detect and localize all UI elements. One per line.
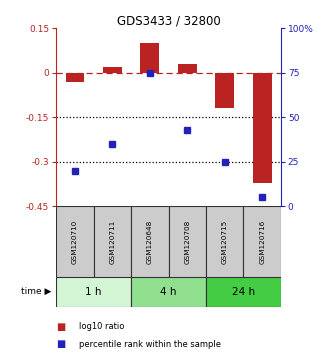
Text: GSM120716: GSM120716 bbox=[259, 219, 265, 264]
Bar bbox=[215, 73, 234, 108]
Bar bbox=[65, 73, 84, 82]
Text: ■: ■ bbox=[56, 339, 65, 349]
Text: GSM120708: GSM120708 bbox=[184, 219, 190, 264]
Bar bbox=[206, 276, 281, 307]
Bar bbox=[206, 206, 243, 276]
Bar bbox=[131, 276, 206, 307]
Text: 1 h: 1 h bbox=[85, 287, 102, 297]
Text: percentile rank within the sample: percentile rank within the sample bbox=[79, 340, 221, 349]
Bar bbox=[103, 67, 122, 73]
Text: GSM120715: GSM120715 bbox=[222, 219, 228, 264]
Text: 24 h: 24 h bbox=[232, 287, 255, 297]
Bar bbox=[141, 43, 159, 73]
Title: GDS3433 / 32800: GDS3433 / 32800 bbox=[117, 14, 221, 27]
Bar bbox=[169, 206, 206, 276]
Text: log10 ratio: log10 ratio bbox=[79, 322, 124, 331]
Bar bbox=[131, 206, 169, 276]
Text: 4 h: 4 h bbox=[160, 287, 177, 297]
Bar bbox=[243, 206, 281, 276]
Text: GSM120648: GSM120648 bbox=[147, 219, 153, 264]
Bar bbox=[56, 206, 94, 276]
Bar bbox=[178, 64, 196, 73]
Text: GSM120711: GSM120711 bbox=[109, 219, 115, 264]
Text: GSM120710: GSM120710 bbox=[72, 219, 78, 264]
Bar bbox=[253, 73, 272, 183]
Bar bbox=[94, 206, 131, 276]
Text: time ▶: time ▶ bbox=[21, 287, 52, 296]
Text: ■: ■ bbox=[56, 321, 65, 332]
Bar bbox=[56, 276, 131, 307]
